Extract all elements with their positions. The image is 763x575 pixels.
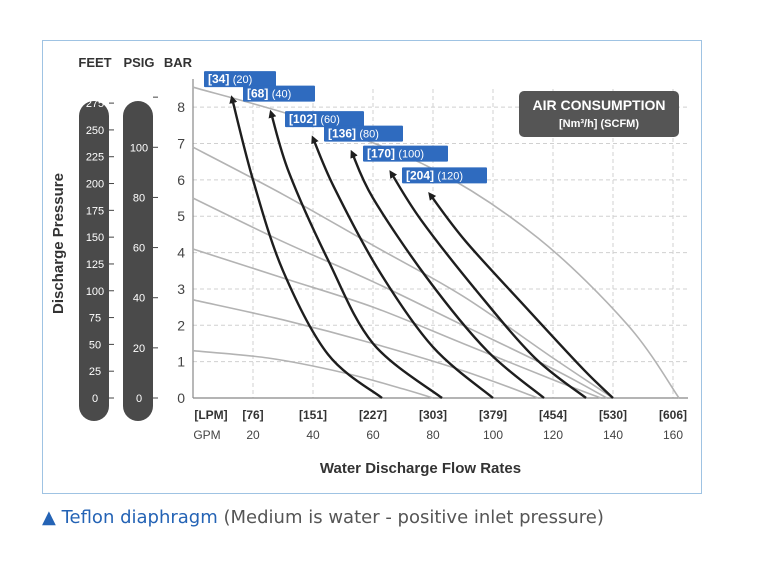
flow-chart: 0123456780255075100125150175200225250275…	[50, 55, 688, 477]
caption-note: (Medium is water - positive inlet pressu…	[223, 507, 604, 528]
air-label-box	[363, 145, 448, 162]
bar-tick-label: 5	[177, 208, 185, 224]
air-label-text: [170] (100)	[367, 147, 424, 161]
pressure-curve	[192, 248, 602, 399]
y-axis-title: Discharge Pressure	[50, 173, 67, 314]
x-tick-gpm: 100	[483, 428, 503, 442]
feet-tick-label: 200	[86, 179, 104, 191]
caption-title: Teflon diaphragm	[61, 507, 218, 528]
bar-tick-label: 2	[177, 317, 185, 333]
feet-tick-label: 125	[86, 259, 104, 271]
x-tick-lpm: [530]	[599, 408, 627, 422]
x-tick-lpm: [303]	[419, 408, 447, 422]
legend-box	[519, 91, 679, 137]
x-tick-lpm: [454]	[539, 408, 567, 422]
pressure-curve	[192, 197, 608, 399]
feet-tick-label: 175	[86, 205, 104, 217]
air-consumption-curve	[268, 109, 443, 399]
feet-tick-label: 0	[92, 393, 98, 405]
psig-header: PSIG	[123, 55, 154, 70]
x-unit-lpm: [LPM]	[194, 408, 227, 422]
caption-triangle-icon: ▲	[42, 507, 56, 528]
x-tick-gpm: 140	[603, 428, 623, 442]
bar-tick-label: 1	[177, 354, 185, 370]
bar-tick-label: 7	[177, 136, 185, 152]
chart-frame: 0 1 2 3 4 5 6 7 8 0 25 50 75 100 125 150 175 200 225 250 275…	[42, 40, 702, 494]
x-tick-gpm: 160	[663, 428, 683, 442]
x-tick-gpm: 40	[306, 428, 320, 442]
caption: ▲ Teflon diaphragm (Medium is water - po…	[42, 507, 604, 528]
legend-title: AIR CONSUMPTION	[533, 97, 666, 113]
legend-subtitle: [Nm³/h] (SCFM)	[559, 118, 639, 130]
x-axis-title: Water Discharge Flow Rates	[320, 460, 521, 477]
air-label-text: [102] (60)	[289, 112, 340, 126]
feet-header: FEET	[78, 55, 111, 70]
air-consumption-curve	[350, 149, 545, 399]
psig-tick-label: 20	[133, 343, 145, 355]
x-tick-lpm: [76]	[242, 408, 263, 422]
feet-scale-bar	[79, 101, 109, 421]
air-label-box	[204, 71, 276, 88]
x-tick-lpm: [606]	[659, 408, 687, 422]
bar-tick-label: 3	[177, 281, 185, 297]
psig-tick-label: 80	[133, 192, 145, 204]
pressure-curve	[192, 349, 434, 399]
air-label-box	[243, 85, 315, 102]
air-label-text: [68] (40)	[247, 87, 291, 101]
psig-tick-label: 100	[130, 142, 148, 154]
x-unit-gpm: GPM	[193, 428, 220, 442]
psig-tick-label: 120	[130, 92, 148, 104]
feet-tick-label: 150	[86, 232, 104, 244]
air-consumption-curve	[389, 170, 587, 399]
bar-tick-label: 4	[177, 245, 185, 261]
psig-tick-label: 40	[133, 293, 145, 305]
feet-tick-label: 50	[89, 339, 101, 351]
bar-tick-label: 6	[177, 172, 185, 188]
air-label-text: [204] (120)	[406, 168, 463, 182]
x-tick-gpm: 80	[426, 428, 440, 442]
psig-tick-label: 60	[133, 243, 145, 255]
bar-tick-label: 8	[177, 99, 185, 115]
air-consumption-curve	[229, 95, 383, 399]
x-tick-gpm: 60	[366, 428, 380, 442]
bar-header: BAR	[164, 55, 193, 70]
feet-tick-label: 100	[86, 286, 104, 298]
air-label-text: [136] (80)	[328, 127, 379, 141]
feet-tick-label: 25	[89, 366, 101, 378]
x-tick-lpm: [227]	[359, 408, 387, 422]
psig-tick-label: 0	[136, 393, 142, 405]
air-label-text: [34] (20)	[208, 72, 252, 86]
feet-tick-label: 275	[86, 98, 104, 110]
feet-tick-label: 75	[89, 313, 101, 325]
x-tick-gpm: 120	[543, 428, 563, 442]
air-consumption-curve	[428, 192, 614, 399]
feet-tick-label: 225	[86, 152, 104, 164]
air-label-box	[402, 167, 487, 184]
air-label-box	[285, 111, 364, 128]
pressure-curve	[192, 146, 614, 399]
air-label-box	[324, 125, 403, 142]
bar-tick-label: 0	[177, 390, 185, 406]
air-consumption-curve	[311, 135, 494, 399]
x-tick-gpm: 20	[246, 428, 260, 442]
feet-tick-label: 250	[86, 125, 104, 137]
psig-scale-bar	[123, 101, 153, 421]
x-tick-lpm: [379]	[479, 408, 507, 422]
x-tick-lpm: [151]	[299, 408, 327, 422]
